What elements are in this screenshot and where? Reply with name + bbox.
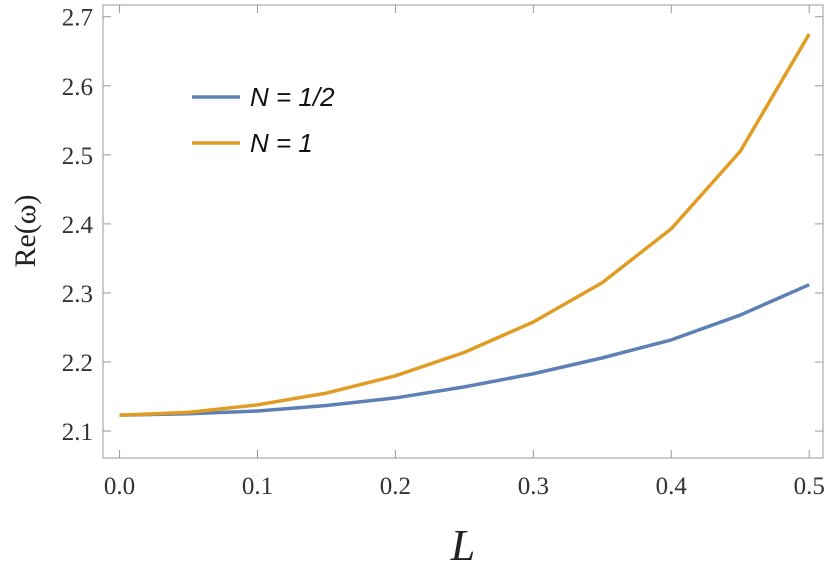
y-tick-label: 2.1 bbox=[62, 419, 93, 446]
x-tick-label: 0.2 bbox=[380, 473, 411, 500]
frame bbox=[102, 4, 824, 459]
y-axis-label: Re(ω) bbox=[9, 194, 42, 267]
x-tick-label: 0.0 bbox=[104, 473, 135, 500]
x-tick-label: 0.4 bbox=[656, 473, 688, 500]
y-tick-label: 2.6 bbox=[62, 74, 93, 101]
y-tick-label: 2.5 bbox=[62, 143, 93, 170]
y-tick-label: 2.3 bbox=[62, 281, 93, 308]
y-tick-label: 2.7 bbox=[62, 5, 93, 32]
x-tick-label: 0.3 bbox=[518, 473, 549, 500]
x-axis-label: L bbox=[450, 521, 475, 570]
legend-label: N = 1/2 bbox=[250, 82, 335, 112]
y-tick-label: 2.4 bbox=[62, 212, 94, 239]
line bbox=[119, 33, 811, 417]
legend-label: N = 1 bbox=[250, 128, 313, 158]
x-tick-label: 0.5 bbox=[794, 473, 825, 500]
x-tick-label: 0.1 bbox=[242, 473, 273, 500]
y-tick-label: 2.2 bbox=[62, 350, 93, 377]
line bbox=[119, 283, 810, 417]
